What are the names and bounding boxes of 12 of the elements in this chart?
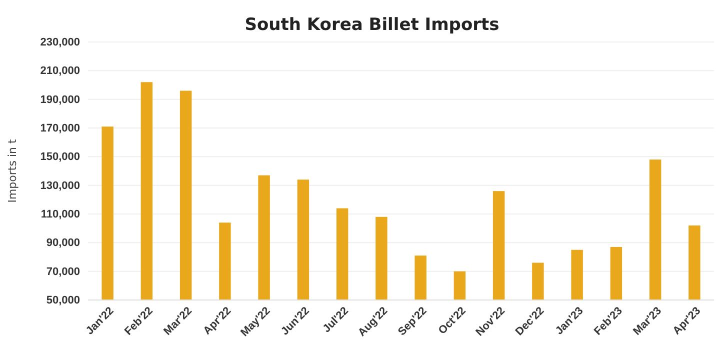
y-tick-label: 130,000 [40, 180, 80, 192]
y-tick-label: 110,000 [40, 208, 80, 221]
chart-title: South Korea Billet Imports [244, 15, 500, 35]
y-tick-label: 170,000 [40, 122, 80, 135]
y-tick-label: 90,000 [46, 237, 80, 250]
y-tick-label: 150,000 [40, 151, 80, 164]
y-tick-label: 210,000 [40, 65, 80, 78]
y-tick-label: 190,000 [40, 94, 80, 106]
y-tick-label: 50,000 [46, 294, 80, 307]
y-axis-title: Imports in t [6, 138, 19, 203]
y-tick-label: 230,000 [40, 36, 80, 49]
y-tick-label: 70,000 [46, 266, 80, 278]
